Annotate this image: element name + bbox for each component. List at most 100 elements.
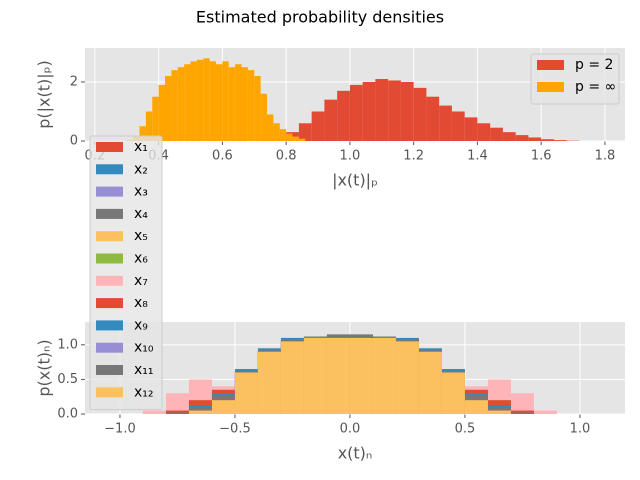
histogram-bar bbox=[190, 61, 197, 141]
histogram-bar bbox=[196, 59, 204, 141]
histogram-bar bbox=[510, 412, 534, 414]
legend-label: x₁ bbox=[134, 139, 148, 155]
legend-swatch bbox=[96, 275, 123, 286]
legend-label: x₁₁ bbox=[134, 362, 154, 378]
histogram-bar bbox=[184, 64, 191, 141]
legend: x₁ x₂ x₃ x₄ x₅ x₆ x₇ x₈ x₉ x₁₀ x₁₁ x₁₂ bbox=[89, 135, 163, 411]
legend-swatch bbox=[96, 253, 123, 264]
histogram-bar bbox=[216, 64, 223, 141]
histogram-bar bbox=[487, 410, 511, 414]
histogram-bar bbox=[311, 111, 325, 141]
histogram-bar bbox=[139, 126, 146, 141]
y-tick-label: 1.0 bbox=[57, 337, 78, 352]
histogram-bar bbox=[222, 61, 229, 141]
histogram-bar bbox=[337, 90, 350, 141]
x-tick-label: 0.6 bbox=[212, 149, 233, 164]
legend-swatch bbox=[537, 60, 564, 70]
histogram-bar bbox=[388, 80, 401, 141]
legend-label: x₂ bbox=[134, 161, 148, 177]
histogram-bar bbox=[439, 105, 452, 141]
histogram-bar bbox=[165, 410, 189, 414]
histogram-bar bbox=[165, 412, 189, 414]
histogram-bar bbox=[273, 123, 280, 141]
histogram-bar bbox=[349, 337, 373, 414]
histogram-bar bbox=[541, 139, 554, 141]
legend-label: x₈ bbox=[134, 295, 148, 311]
x-tick-label: 0.0 bbox=[340, 422, 361, 437]
legend-label: p = 2 bbox=[575, 57, 613, 73]
y-tick-label: 0.0 bbox=[57, 407, 78, 422]
x-tick-label: 1.0 bbox=[570, 422, 591, 437]
histogram-bar bbox=[418, 351, 442, 414]
histogram-bar bbox=[362, 81, 376, 141]
histogram-bar bbox=[426, 96, 440, 141]
x-tick-label: 1.6 bbox=[531, 149, 552, 164]
histogram-bar bbox=[326, 337, 350, 414]
histogram-bar bbox=[203, 58, 210, 142]
legend: p = 2 p = ∞ bbox=[530, 53, 620, 105]
histogram-bar bbox=[303, 337, 327, 414]
y-axis-label: p(|x(t)|ₚ) bbox=[35, 60, 54, 129]
x-tick-label: −0.5 bbox=[219, 422, 251, 437]
histogram-bar bbox=[165, 76, 172, 141]
x-axis-label: |x(t)|ₚ bbox=[332, 171, 378, 190]
histogram-bar bbox=[145, 111, 153, 141]
x-tick-label: 0.8 bbox=[276, 149, 297, 164]
histogram-bar bbox=[152, 96, 159, 141]
chart-title: Estimated probability densities bbox=[196, 8, 444, 27]
histogram-bar bbox=[510, 410, 534, 414]
legend-label: x₁₂ bbox=[134, 384, 154, 400]
histogram-bar bbox=[441, 372, 465, 414]
legend-swatch bbox=[96, 365, 123, 375]
histogram-bar bbox=[177, 67, 185, 141]
histogram-bar bbox=[165, 393, 189, 414]
y-tick-label: 0.5 bbox=[57, 372, 78, 387]
legend-swatch bbox=[96, 231, 123, 242]
histogram-bar bbox=[515, 135, 529, 141]
x-tick-label: 1.8 bbox=[595, 149, 616, 164]
y-tick-label: 2 bbox=[70, 74, 78, 89]
histogram-bar bbox=[400, 81, 414, 141]
histogram-bar bbox=[451, 111, 465, 141]
histogram-bar bbox=[553, 140, 567, 141]
x-tick-label: −1.0 bbox=[104, 422, 136, 437]
y-tick-label: 0 bbox=[70, 134, 78, 149]
histogram-bar bbox=[234, 372, 258, 414]
legend-label: x₅ bbox=[134, 228, 148, 244]
histogram-bar bbox=[292, 136, 299, 141]
legend-label: x₄ bbox=[134, 206, 148, 222]
histogram-bar bbox=[158, 84, 166, 141]
histogram-bar bbox=[280, 341, 304, 414]
histogram-bar bbox=[142, 410, 166, 414]
legend-swatch bbox=[96, 208, 123, 219]
histogram-bar bbox=[413, 87, 427, 141]
x-tick-label: 1.0 bbox=[340, 149, 361, 164]
y-axis-label: p(x(t)ₙ) bbox=[35, 339, 54, 396]
histogram-bar bbox=[375, 79, 389, 141]
legend-swatch bbox=[96, 142, 123, 152]
histogram-bar bbox=[209, 61, 217, 141]
legend-swatch bbox=[96, 387, 123, 398]
histogram-bar bbox=[247, 70, 255, 141]
histogram-bar bbox=[257, 351, 281, 414]
histogram-bar bbox=[477, 123, 491, 141]
histogram-bar bbox=[241, 67, 248, 141]
legend-label: x₉ bbox=[134, 317, 148, 333]
histogram-bar bbox=[464, 400, 488, 414]
legend-swatch bbox=[96, 298, 123, 309]
histogram-bar bbox=[395, 341, 419, 414]
x-axis-label: x(t)ₙ bbox=[338, 444, 373, 463]
x-tick-label: 1.4 bbox=[467, 149, 488, 164]
histogram-bar bbox=[235, 64, 242, 141]
histogram-bar bbox=[171, 70, 178, 141]
legend-label: x₃ bbox=[134, 184, 148, 200]
legend-swatch bbox=[96, 186, 123, 197]
legend-label: x₁₀ bbox=[134, 340, 154, 356]
histogram-bar bbox=[372, 337, 396, 414]
histogram-bar bbox=[188, 410, 212, 414]
histogram-bar bbox=[533, 410, 557, 414]
legend-swatch bbox=[96, 164, 123, 175]
histogram-bar bbox=[298, 123, 312, 141]
histogram-bar bbox=[267, 114, 274, 141]
